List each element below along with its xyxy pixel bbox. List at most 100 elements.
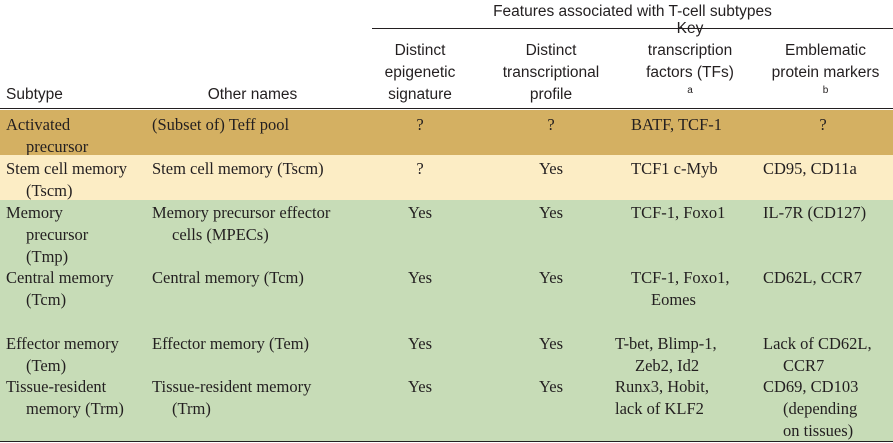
cell-epigenetic: ? bbox=[372, 158, 468, 180]
cell-line: (Trm) bbox=[172, 399, 211, 418]
cell-transcriptional: Yes bbox=[490, 376, 612, 398]
cell-markers: CD95, CD11a bbox=[763, 158, 857, 180]
bottom-rule bbox=[0, 441, 893, 442]
cell-line: Yes bbox=[407, 334, 432, 353]
cell-line: (Subset of) Teff pool bbox=[152, 115, 290, 134]
cell-subtype: Stem cell memory (Tscm) bbox=[6, 158, 127, 202]
cell-line: Central memory (Tcm) bbox=[152, 268, 304, 287]
cell-tfs: TCF1 c-Myb bbox=[631, 158, 718, 180]
cell-line: precursor bbox=[26, 137, 89, 156]
table-row-activated-precursor: Activated precursor (Subset of) Teff poo… bbox=[0, 110, 893, 158]
cell-other-names: (Subset of) Teff pool bbox=[152, 114, 289, 136]
cell-line: ? bbox=[416, 115, 424, 134]
cell-subtype: Memory precursor (Tmp) bbox=[6, 202, 88, 268]
cell-subtype: Activated precursor bbox=[6, 114, 88, 158]
cell-line: Effector memory bbox=[6, 334, 119, 353]
cell-line: Yes bbox=[538, 377, 563, 396]
cell-line: ? bbox=[547, 115, 555, 134]
col-head-line: signature bbox=[388, 86, 452, 103]
cell-markers: IL-7R (CD127) bbox=[763, 202, 866, 224]
col-head-line: transcription bbox=[647, 42, 733, 59]
group-header: Features associated with T-cell subtypes bbox=[372, 0, 893, 29]
col-head-line: profile bbox=[529, 86, 573, 103]
col-head-epigenetic: Distinct epigenetic signature bbox=[372, 38, 468, 106]
cell-line: on tissues) bbox=[783, 421, 854, 440]
col-head-line: protein markers b bbox=[758, 62, 893, 106]
cell-transcriptional: Yes bbox=[490, 333, 612, 355]
col-head-line: Subtype bbox=[6, 86, 63, 103]
table-row-central-memory: Central memory (Tcm) Central memory (Tcm… bbox=[0, 266, 893, 332]
cell-line: Tissue-resident bbox=[6, 377, 107, 396]
cell-line: TCF-1, Foxo1, bbox=[631, 268, 730, 287]
cell-line: CD62L, CCR7 bbox=[763, 268, 863, 287]
cell-line: Yes bbox=[407, 377, 432, 396]
cell-transcriptional: ? bbox=[490, 114, 612, 136]
cell-transcriptional: Yes bbox=[490, 202, 612, 224]
cell-line: TCF1 c-Myb bbox=[631, 159, 718, 178]
cell-line: IL-7R (CD127) bbox=[763, 203, 867, 222]
table-row-effector-memory: Effector memory (Tem) Effector memory (T… bbox=[0, 332, 893, 376]
col-head-line: transcriptional bbox=[502, 64, 600, 81]
table-row-tissue-resident-memory: Tissue-resident memory (Trm) Tissue-resi… bbox=[0, 376, 893, 441]
cell-line: Tissue-resident memory bbox=[152, 377, 312, 396]
footnote-marker: b bbox=[822, 84, 829, 96]
cell-other-names: Central memory (Tcm) bbox=[152, 267, 304, 289]
col-head-text: factors (TFs) bbox=[646, 64, 734, 81]
cell-line: lack of KLF2 bbox=[615, 399, 704, 418]
cell-tfs: T-bet, Blimp-1, Zeb2, Id2 bbox=[615, 333, 717, 377]
cell-line: (Tmp) bbox=[26, 247, 69, 266]
cell-line: Yes bbox=[407, 268, 432, 287]
cell-tfs: TCF-1, Foxo1, Eomes bbox=[631, 267, 730, 311]
cell-subtype: Effector memory (Tem) bbox=[6, 333, 119, 377]
cell-epigenetic: Yes bbox=[372, 376, 468, 398]
col-head-line: epigenetic bbox=[384, 64, 456, 81]
col-head-tfs: Key transcription factors (TFs) a bbox=[630, 20, 750, 106]
cell-line: Yes bbox=[407, 203, 432, 222]
cell-markers: ? bbox=[758, 114, 888, 136]
cell-line: Central memory bbox=[6, 268, 114, 287]
cell-epigenetic: Yes bbox=[372, 333, 468, 355]
cell-transcriptional: Yes bbox=[490, 267, 612, 289]
cell-line: Yes bbox=[538, 268, 563, 287]
cell-markers: CD62L, CCR7 bbox=[763, 267, 862, 289]
col-head-line: Key bbox=[676, 20, 704, 37]
cell-line: Runx3, Hobit, bbox=[615, 377, 709, 396]
green-block bbox=[0, 200, 893, 441]
cell-tfs: TCF-1, Foxo1 bbox=[631, 202, 725, 224]
cell-other-names: Tissue-resident memory (Trm) bbox=[152, 376, 311, 420]
cell-markers: Lack of CD62L, CCR7 bbox=[763, 333, 872, 377]
col-head-text: protein markers bbox=[771, 64, 880, 81]
cell-line: CCR7 bbox=[783, 356, 825, 375]
cell-subtype: Tissue-resident memory (Trm) bbox=[6, 376, 124, 420]
col-head-transcriptional: Distinct transcriptional profile bbox=[490, 38, 612, 106]
cell-line: (Tcm) bbox=[26, 290, 67, 309]
cell-epigenetic: ? bbox=[372, 114, 468, 136]
col-head-line: factors (TFs) a bbox=[630, 62, 750, 106]
col-head-line: Distinct bbox=[525, 42, 577, 59]
cell-line: Zeb2, Id2 bbox=[635, 356, 700, 375]
cell-markers: CD69, CD103 (depending on tissues) bbox=[763, 376, 858, 442]
cell-line: Activated bbox=[6, 115, 71, 134]
cell-other-names: Effector memory (Tem) bbox=[152, 333, 309, 355]
cell-line: Yes bbox=[538, 334, 563, 353]
cell-line: Stem cell memory bbox=[6, 159, 127, 178]
header-rule bbox=[0, 108, 893, 109]
cell-line: Stem cell memory (Tscm) bbox=[152, 159, 324, 178]
cell-line: precursor bbox=[26, 225, 89, 244]
table-row-memory-precursor: Memory precursor (Tmp) Memory precursor … bbox=[0, 200, 893, 266]
col-head-line: Other names bbox=[207, 86, 298, 103]
cell-tfs: Runx3, Hobit, lack of KLF2 bbox=[615, 376, 709, 420]
cell-line: CD95, CD11a bbox=[763, 159, 857, 178]
cell-line: CD69, CD103 bbox=[763, 377, 859, 396]
cell-line: T-bet, Blimp-1, bbox=[615, 334, 717, 353]
cell-line: Yes bbox=[538, 203, 563, 222]
footnote-marker: a bbox=[687, 84, 693, 96]
col-head-other-names: Other names bbox=[150, 38, 355, 106]
cell-line: TCF-1, Foxo1 bbox=[631, 203, 726, 222]
cell-other-names: Stem cell memory (Tscm) bbox=[152, 158, 324, 180]
cell-line: Effector memory (Tem) bbox=[152, 334, 310, 353]
cell-line: Yes bbox=[538, 159, 563, 178]
table-row-stem-cell-memory: Stem cell memory (Tscm) Stem cell memory… bbox=[0, 155, 893, 200]
cell-line: (Tem) bbox=[26, 356, 67, 375]
